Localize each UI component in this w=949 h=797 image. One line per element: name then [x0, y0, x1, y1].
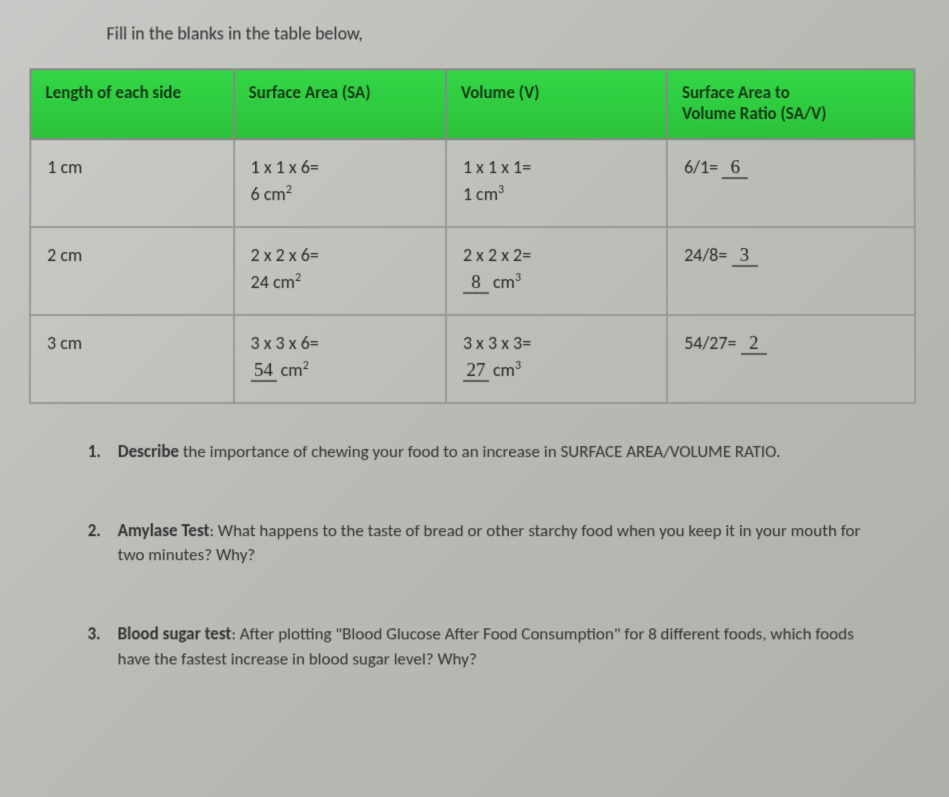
q-body: Describe the importance of chewing your … — [118, 440, 877, 465]
sa-val: cm — [277, 359, 303, 381]
ratio-expr: 54/27= — [684, 332, 736, 354]
col-header-ratio: Surface Area to Volume Ratio (SA/V) — [667, 69, 915, 139]
sa-exp: 2 — [303, 359, 309, 373]
cell-volume: 1 x 1 x 1= 1 cm3 — [446, 139, 667, 227]
sa-exp: 2 — [295, 271, 301, 285]
q-body: Amylase Test: What happens to the taste … — [118, 519, 878, 568]
cell-sa: 3 x 3 x 6= 54 cm2 — [234, 315, 446, 403]
cell-ratio: 6/1= 6 — [667, 139, 915, 227]
v-val: cm — [489, 271, 515, 293]
ratio-blank: 2 — [741, 334, 767, 355]
table-row: 3 cm 3 x 3 x 6= 54 cm2 3 x 3 x 3= 27 cm3… — [30, 315, 915, 403]
v-exp: 3 — [498, 183, 504, 197]
q-body: Blood sugar test: After plotting "Blood … — [117, 622, 877, 671]
cell-sa: 2 x 2 x 6= 24 cm2 — [234, 227, 446, 315]
question-3: 3. Blood sugar test: After plotting "Blo… — [87, 622, 877, 671]
instruction-text: Fill in the blanks in the table below, — [106, 22, 924, 44]
cell-ratio: 54/27= 2 — [667, 315, 915, 403]
ratio-blank: 6 — [722, 158, 748, 179]
col-header-length: Length of each side — [30, 69, 233, 139]
table-row: 1 cm 1 x 1 x 6= 6 cm2 1 x 1 x 1= 1 cm3 6… — [30, 139, 914, 227]
v-expr: 1 x 1 x 1= — [463, 156, 531, 178]
q-bold: Describe — [118, 441, 179, 462]
v-blank: 27 — [463, 361, 489, 382]
v-expr: 3 x 3 x 3= — [463, 332, 531, 354]
cell-volume: 3 x 3 x 3= 27 cm3 — [446, 315, 667, 403]
v-blank: 8 — [463, 273, 489, 294]
questions-block: 1. Describe the importance of chewing yo… — [19, 440, 925, 672]
table-row: 2 cm 2 x 2 x 6= 24 cm2 2 x 2 x 2= 8 cm3 … — [30, 227, 915, 315]
v-exp: 3 — [515, 359, 521, 373]
q-num: 2. — [88, 519, 114, 568]
q-num: 3. — [87, 622, 113, 671]
q-num: 1. — [88, 440, 114, 465]
ratio-blank: 3 — [731, 246, 757, 267]
cell-volume: 2 x 2 x 2= 8 cm3 — [446, 227, 667, 315]
sa-expr: 3 x 3 x 6= — [251, 332, 319, 354]
sa-expr: 1 x 1 x 6= — [251, 156, 319, 178]
sa-expr: 2 x 2 x 6= — [251, 244, 319, 266]
v-exp: 3 — [515, 271, 521, 285]
sa-val: 24 cm — [251, 271, 295, 293]
v-val: 1 cm — [463, 183, 498, 205]
q-rest: the importance of chewing your food to a… — [179, 441, 781, 462]
sa-val: 6 cm — [251, 183, 286, 205]
cell-ratio: 24/8= 3 — [667, 227, 915, 315]
cell-length: 3 cm — [30, 315, 234, 403]
worksheet-page: Fill in the blanks in the table below, L… — [0, 1, 949, 692]
ratio-expr: 6/1= — [684, 156, 718, 178]
cell-length: 2 cm — [30, 227, 234, 315]
ratio-expr: 24/8= — [684, 244, 727, 266]
v-expr: 2 x 2 x 2= — [463, 244, 531, 266]
col-header-ratio-line1: Surface Area to — [682, 82, 790, 103]
col-header-sa: Surface Area (SA) — [234, 69, 446, 139]
sa-blank: 54 — [251, 361, 277, 382]
question-2: 2. Amylase Test: What happens to the tas… — [88, 519, 878, 568]
cell-sa: 1 x 1 x 6= 6 cm2 — [234, 139, 446, 227]
v-val: cm — [489, 359, 515, 381]
q-rest: : What happens to the taste of bread or … — [118, 520, 861, 566]
table-header-row: Length of each side Surface Area (SA) Vo… — [30, 69, 914, 139]
cell-length: 1 cm — [30, 139, 234, 227]
q-bold: Blood sugar test — [118, 623, 232, 644]
question-1: 1. Describe the importance of chewing yo… — [88, 440, 877, 465]
sa-volume-table: Length of each side Surface Area (SA) Vo… — [29, 68, 916, 404]
q-bold: Amylase Test — [118, 520, 210, 541]
col-header-volume: Volume (V) — [446, 69, 667, 139]
col-header-ratio-line2: Volume Ratio (SA/V) — [682, 103, 900, 124]
sa-exp: 2 — [286, 183, 292, 197]
